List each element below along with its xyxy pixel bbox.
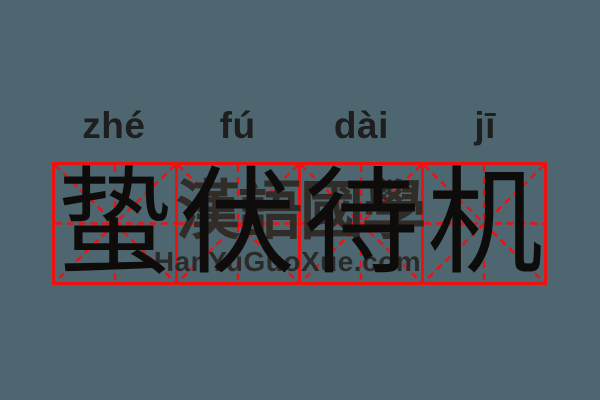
mizige-cell	[301, 165, 424, 282]
mizige-guides-icon	[301, 165, 421, 282]
pinyin-syllable-1: zhé	[82, 105, 146, 146]
watermark-site-url: HanYuGuoXue.com	[153, 246, 422, 277]
mizige-cell	[178, 165, 301, 282]
pinyin-syllable-2: fú	[219, 105, 256, 146]
pinyin-syllable-3: dài	[333, 105, 389, 146]
hanzi-char-1: 蛰	[55, 156, 172, 291]
hanzi-char-4: 机	[427, 156, 544, 291]
hanzi-char-3: 待	[303, 156, 420, 291]
mizige-guides-icon	[55, 165, 175, 282]
hanzi-row: 蛰 伏 待 机	[52, 157, 547, 291]
pinyin-syllable-4: jī	[474, 105, 496, 146]
mizige-guides-icon	[178, 165, 298, 282]
mizige-cell	[55, 165, 178, 282]
mizige-cell	[424, 165, 544, 282]
pinyin-row: zhé fú dài jī	[52, 98, 547, 144]
mizige-grid	[52, 162, 547, 285]
mizige-guides-icon	[424, 165, 544, 282]
hanzi-char-2: 伏	[179, 156, 296, 291]
watermark-cjk-text: 漢語國學	[176, 174, 426, 249]
